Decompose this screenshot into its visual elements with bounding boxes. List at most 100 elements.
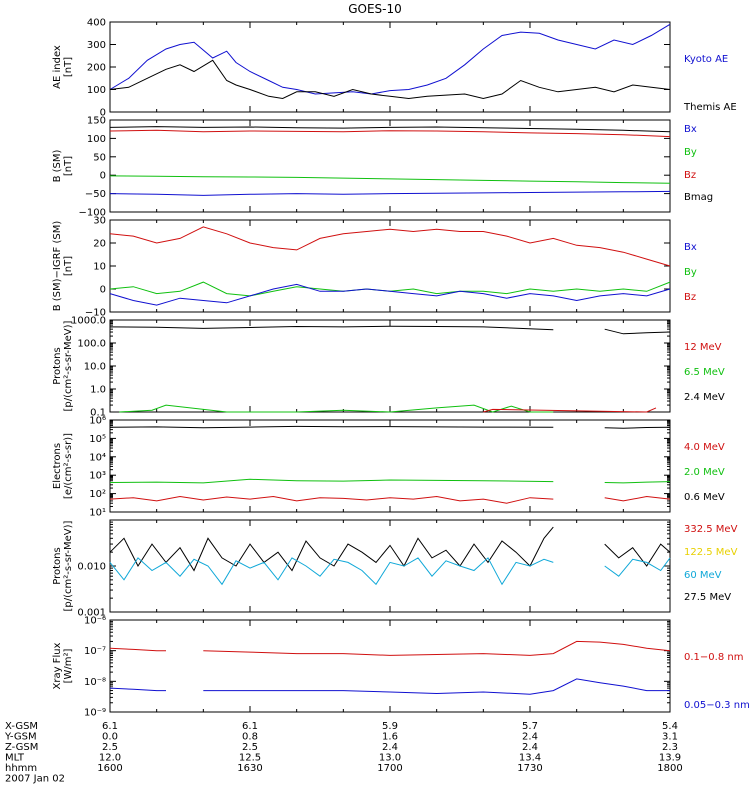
y-tick-label: 1000.0	[71, 316, 106, 327]
footer-date: 2007 Jan 02	[5, 774, 65, 785]
footer-value: 3.1	[662, 732, 678, 743]
y-axis-label: Xray Flux [W/m²]	[52, 642, 74, 689]
footer-value: 2.4	[522, 742, 538, 753]
footer-value: 1800	[657, 763, 682, 774]
y-tick-label: 10⁻⁸	[84, 677, 106, 688]
footer-value: 12.5	[239, 753, 261, 764]
series-line-protons_low-1	[119, 404, 554, 413]
legend-entry: 0.1−0.8 nm	[684, 652, 743, 663]
y-tick-label: 10³	[89, 471, 106, 482]
y-axis-label: Electrons [e/(cm²-s-sr)]	[52, 433, 74, 499]
footer-row-label: hhmm	[5, 763, 37, 774]
footer-value: 5.4	[662, 721, 678, 732]
legend-entry: By	[684, 267, 697, 278]
legend-entry: Bz	[684, 292, 696, 303]
footer-value: 2.4	[382, 742, 398, 753]
footer-value: 2.5	[242, 742, 258, 753]
y-tick-label: 10²	[89, 489, 106, 500]
footer-value: 1.6	[382, 732, 398, 743]
legend-entry: Bz	[684, 170, 696, 181]
series-line-protons_high-1	[109, 557, 671, 586]
y-tick-label: 10⁻⁷	[84, 646, 106, 657]
series-line-bsm-0	[109, 126, 671, 133]
legend-entry: Bmag	[684, 192, 713, 203]
y-tick-label: 300	[87, 40, 106, 51]
footer-value: 13.9	[659, 753, 681, 764]
panel-frame	[109, 21, 671, 113]
footer-value: 2.5	[102, 742, 118, 753]
y-tick-label: 20	[93, 239, 106, 250]
series-line-protons_low-2	[483, 407, 657, 413]
footer-value: 13.0	[379, 753, 401, 764]
footer-row-label: Z-GSM	[5, 742, 38, 753]
y-tick-label: 1.0	[90, 385, 106, 396]
y-tick-label: 200	[87, 63, 106, 74]
panel-electrons: 10¹ 10² 10³ 10⁴ 10⁵ 10⁶ Electrons [e/(cm²-s-sr)…	[52, 416, 725, 519]
y-tick-label: 10⁻⁹	[84, 708, 106, 719]
footer-row-label: Y-GSM	[4, 732, 37, 743]
panel-bsmigrf: −10 0 10 20 30 B (SM)−IGRF (SM) [nT] Bx By Bz	[52, 216, 697, 319]
y-axis-label-line: B (SM)	[52, 149, 63, 182]
legend-entry: 0.6 MeV	[684, 492, 725, 503]
legend-entry: By	[684, 147, 697, 158]
series-line-electrons-0	[109, 425, 671, 429]
footer-value: 13.4	[519, 753, 541, 764]
y-tick-label: 0	[100, 285, 106, 296]
y-tick-label: 100.0	[77, 339, 106, 350]
footer-value: 0.8	[242, 732, 258, 743]
legend-entry: 12 MeV	[684, 342, 722, 353]
legend-entry: 4.0 MeV	[684, 442, 725, 453]
y-axis-label-line: Xray Flux	[52, 642, 63, 689]
panel-xray: 10⁻⁹ 10⁻⁸ 10⁻⁷ 10⁻⁶ Xray Flux [W/m²] 0.1−0.8 n…	[52, 616, 750, 719]
footer-value: 12.0	[99, 753, 121, 764]
y-tick-label: 0.001	[77, 608, 106, 619]
series-line-bsmigrf-2	[109, 283, 671, 306]
series-line-xray-1	[109, 678, 670, 695]
y-tick-label: 150	[87, 116, 106, 127]
legend-entry: Themis AE	[683, 102, 737, 113]
y-axis-label: AE index [nT]	[52, 45, 74, 89]
y-tick-label: 0	[100, 108, 106, 119]
y-axis-label-line: [p/(cm²-s-sr-MeV)]	[63, 320, 74, 411]
y-axis-label-line: [nT]	[63, 57, 74, 77]
series-line-ae-0	[109, 23, 671, 95]
y-axis-label-line: Protons	[52, 547, 63, 584]
series-line-bsm-3	[109, 190, 671, 196]
legend-entry: 60 MeV	[684, 570, 722, 581]
series-line-ae-1	[109, 59, 671, 100]
panel-ae: 0 100 200 300 400 AE index [nT] Kyoto AE Themis …	[52, 18, 737, 119]
legend-entry: 6.5 MeV	[684, 367, 725, 378]
y-tick-label: 100	[87, 134, 106, 145]
footer-value: 0.0	[102, 732, 118, 743]
y-tick-label: 50	[93, 152, 106, 163]
series-line-bsm-2	[109, 175, 671, 184]
y-axis-label-line: [nT]	[63, 156, 74, 176]
legend-entry: 122.5 MeV	[684, 547, 738, 558]
footer-value: 1700	[377, 763, 402, 774]
y-axis-label-line: [e/(cm²-s-sr)]	[63, 433, 74, 499]
footer-value: 2.3	[662, 742, 678, 753]
footer-value: 6.1	[242, 721, 258, 732]
legend-entry: Bx	[684, 124, 697, 135]
footer-value: 1730	[517, 763, 542, 774]
y-axis-label: Protons [p/(cm²-s-sr-MeV)]	[52, 520, 74, 611]
y-axis-label: B (SM)−IGRF (SM) [nT]	[52, 221, 74, 312]
y-tick-label: 10⁻⁶	[84, 616, 106, 627]
footer-value: 5.9	[382, 721, 398, 732]
legend-entry: Bx	[684, 242, 697, 253]
legend-entry: 0.05−0.3 nm	[684, 700, 750, 711]
series-line-xray-0	[109, 640, 671, 656]
y-axis-label-line: Protons	[52, 347, 63, 384]
y-tick-label: 0.1	[90, 408, 106, 419]
panel-frame	[109, 519, 671, 613]
y-axis-label: Protons [p/(cm²-s-sr-MeV)]	[52, 320, 74, 411]
y-tick-label: 10⁴	[89, 452, 106, 463]
y-axis-label-line: B (SM)−IGRF (SM)	[52, 221, 63, 312]
panel-frame	[109, 319, 671, 413]
y-axis-label-line: [W/m²]	[63, 648, 74, 683]
legend-entry: Kyoto AE	[684, 54, 728, 65]
